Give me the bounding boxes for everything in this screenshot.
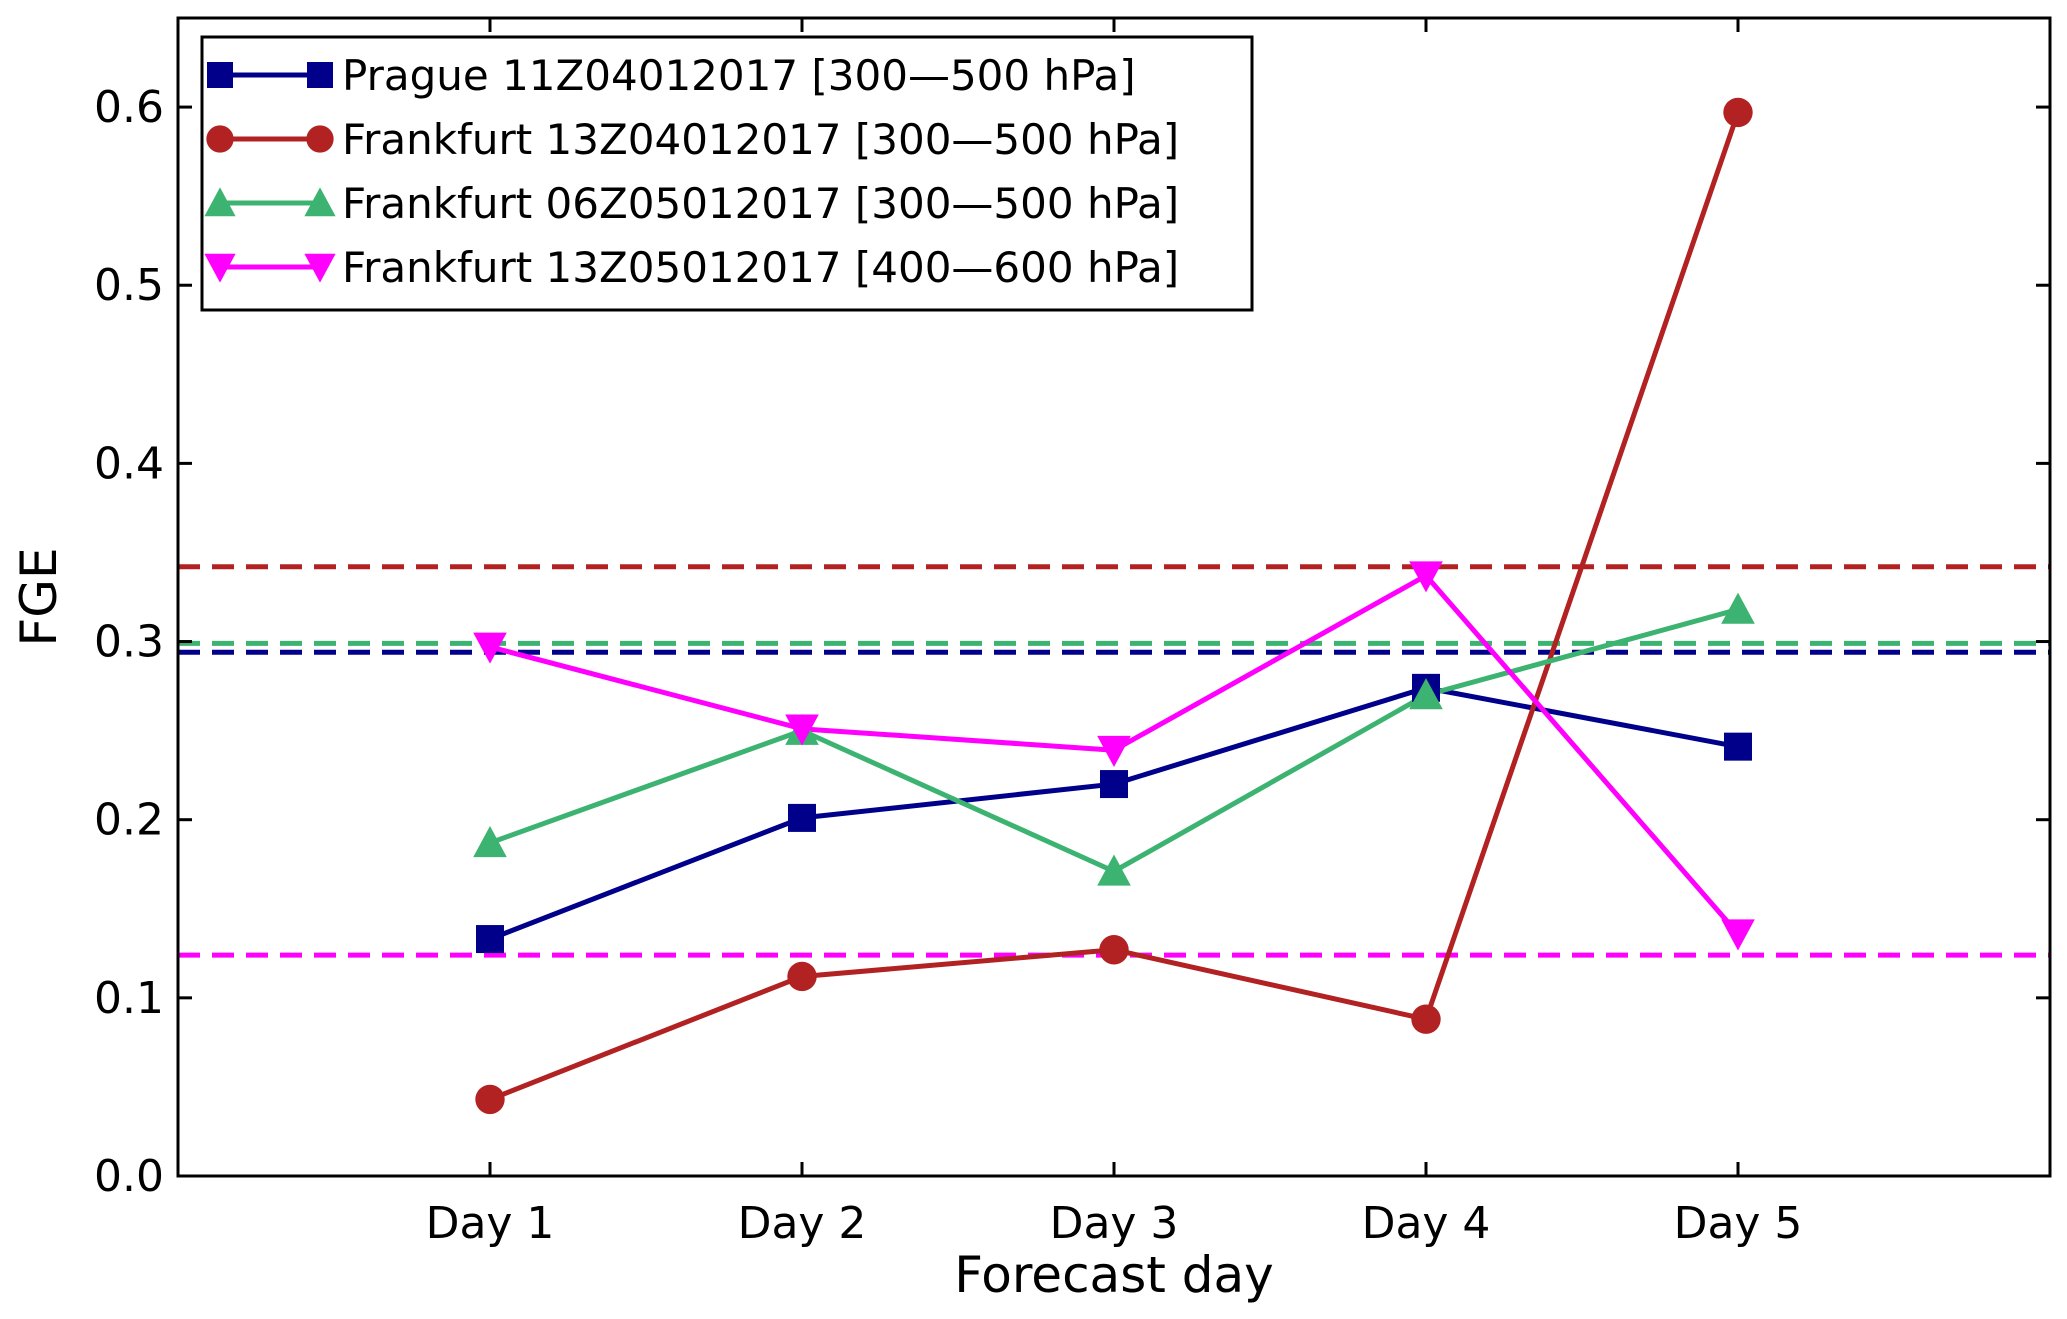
series-1-point-3 — [1100, 770, 1128, 799]
y-tick-label: 0.1 — [94, 973, 164, 1024]
x-tick-label: Day 2 — [738, 1198, 867, 1249]
series-2-point-4 — [1411, 1004, 1441, 1034]
series-markers — [473, 97, 1755, 1115]
legend: Prague 11Z04012017 [300—500 hPa] Frankfur… — [200, 35, 1254, 312]
legend-label-3: Frankfurt 06Z05012017 [300—500 hPa] — [342, 179, 1179, 228]
y-tick-label: 0.3 — [94, 617, 164, 668]
legend-label-2: Frankfurt 13Z04012017 [300—500 hPa] — [342, 115, 1179, 164]
series-1-point-5 — [1724, 732, 1752, 761]
series-3-point-5 — [1721, 592, 1755, 624]
series-3-point-4 — [1409, 678, 1443, 710]
series-1-point-1 — [476, 925, 504, 954]
x-tick-label: Day 5 — [1674, 1198, 1803, 1249]
legend-marker-3-end — [304, 187, 336, 217]
series-4-point-3 — [1097, 735, 1131, 768]
legend-marker-3-start — [204, 187, 236, 217]
y-axis-ticks: 0.0 0.1 0.2 0.3 0.4 0.5 0.6 — [94, 82, 2050, 1202]
x-axis-ticks: Day 1 Day 2 Day 3 Day 4 Day 5 — [426, 18, 1803, 1249]
series-2-point-2 — [787, 961, 817, 992]
legend-marker-1-start — [207, 62, 233, 88]
x-tick-label: Day 4 — [1362, 1198, 1491, 1249]
legend-marker-4-start — [204, 253, 236, 283]
series-line-1 — [489, 685, 1739, 942]
series-2-point-5 — [1723, 97, 1753, 128]
legend-marker-2-start — [206, 125, 234, 153]
legend-label-1: Prague 11Z04012017 [300—500 hPa] — [342, 51, 1136, 100]
y-axis-title: FGE — [10, 547, 68, 646]
series-4-point-1 — [473, 632, 507, 664]
series-4-point-5 — [1721, 919, 1755, 951]
legend-marker-4-end — [304, 253, 336, 283]
x-axis-title: Forecast day — [954, 1246, 1273, 1304]
y-tick-label: 0.2 — [94, 795, 164, 846]
legend-marker-2-end — [306, 125, 334, 153]
series-4-point-4 — [1409, 561, 1443, 593]
legend-label-4: Frankfurt 13Z05012017 [400—600 hPa] — [342, 243, 1179, 292]
y-tick-label: 0.5 — [94, 260, 164, 311]
series-4-point-2 — [785, 714, 819, 746]
series-3-point-3 — [1097, 854, 1131, 886]
legend-marker-1-end — [307, 62, 333, 88]
legend-box — [200, 35, 1254, 312]
series-2-point-3 — [1099, 935, 1129, 965]
series-3-point-1 — [473, 826, 507, 858]
x-tick-label: Day 1 — [426, 1198, 555, 1249]
series-1-point-2 — [788, 803, 816, 832]
x-tick-label: Day 3 — [1050, 1198, 1179, 1249]
series-2-point-1 — [475, 1084, 505, 1115]
y-tick-label: 0.6 — [94, 82, 164, 133]
y-tick-label: 0.0 — [94, 1151, 164, 1202]
y-tick-label: 0.4 — [94, 438, 164, 489]
